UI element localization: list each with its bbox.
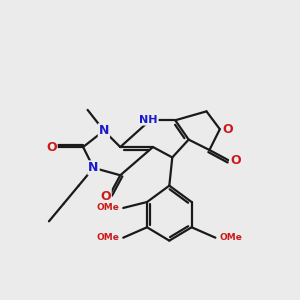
Text: OMe: OMe xyxy=(219,233,242,242)
Text: O: O xyxy=(222,123,232,136)
Text: N: N xyxy=(99,124,109,137)
Text: O: O xyxy=(100,190,111,202)
Text: N: N xyxy=(88,161,99,174)
Text: O: O xyxy=(46,140,57,154)
Text: OMe: OMe xyxy=(96,233,119,242)
Text: O: O xyxy=(230,154,241,167)
Text: OMe: OMe xyxy=(97,203,120,212)
Text: NH: NH xyxy=(139,115,158,125)
